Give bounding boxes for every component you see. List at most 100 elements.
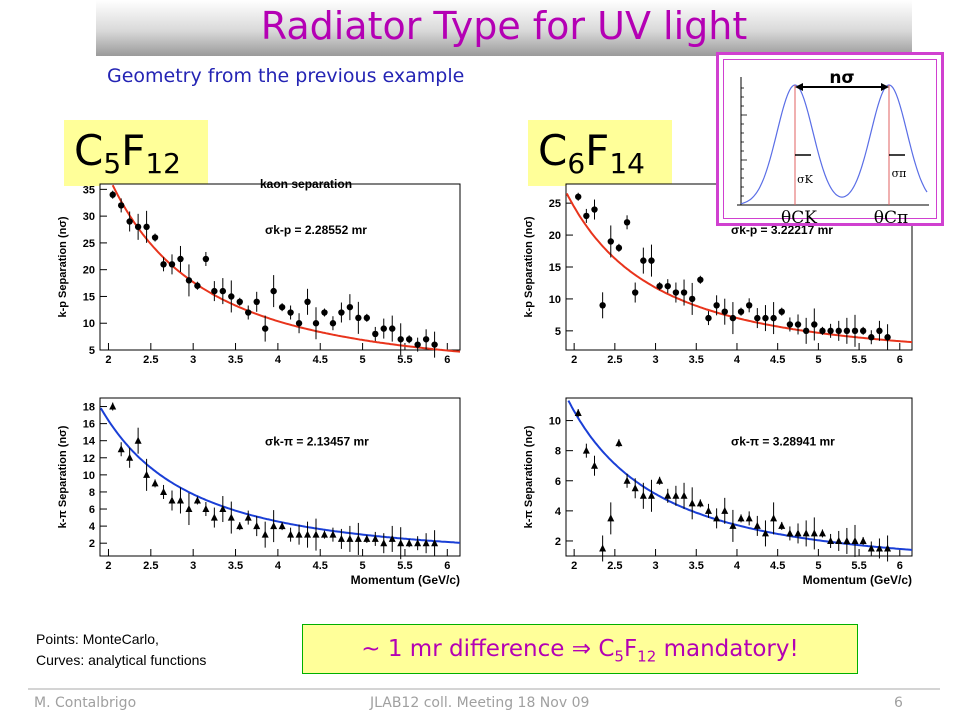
x-tick-label: 6 [444, 560, 450, 572]
data-point [278, 522, 286, 530]
x-axis-label: Momentum (GeV/c) [803, 573, 912, 587]
data-point [680, 289, 688, 296]
slide-subtitle: Geometry from the previous example [107, 65, 465, 87]
data-point [304, 530, 312, 538]
x-tick-label: 4 [275, 354, 282, 366]
data-point [729, 521, 737, 529]
inset-theta-k-label: θCK [781, 208, 817, 223]
data-point [786, 529, 794, 537]
formula-c6f14: C6F14 [528, 120, 672, 186]
x-tick-label: 4.5 [770, 354, 785, 366]
data-point [338, 309, 345, 316]
data-point [867, 544, 875, 552]
data-point [261, 325, 269, 332]
data-point [321, 309, 328, 316]
data-point [688, 499, 696, 507]
data-point [575, 193, 582, 200]
footer-meeting: JLAB12 coll. Meeting 18 Nov 09 [370, 695, 590, 711]
data-point [835, 536, 843, 544]
data-point [245, 309, 252, 316]
data-point [599, 302, 606, 309]
data-point [753, 521, 761, 529]
x-tick-label: 6 [897, 560, 903, 572]
data-point [884, 334, 891, 341]
chart-title: kaon separation [260, 177, 352, 191]
data-point [185, 505, 193, 513]
data-point [236, 298, 243, 306]
data-point [737, 308, 745, 315]
data-point [607, 514, 615, 522]
data-point [117, 202, 125, 209]
data-point [134, 436, 142, 444]
data-point [312, 530, 320, 538]
data-point [219, 287, 227, 295]
data-point [117, 445, 125, 453]
y-tick-label: 25 [549, 198, 561, 210]
inset-tick-marks [741, 87, 747, 206]
data-point [380, 539, 388, 547]
data-point [295, 530, 303, 538]
data-point [623, 219, 631, 226]
title-bar [96, 0, 912, 56]
cherenkov-ring-inset: nσ σK σπ θCK θCπ [716, 52, 944, 226]
data-point [818, 529, 826, 537]
data-point [210, 513, 218, 521]
data-point [244, 513, 252, 521]
data-point [278, 303, 286, 311]
y-axis-label: k-p Separation (nσ) [57, 216, 69, 317]
footer-divider [28, 688, 940, 690]
data-point [688, 295, 696, 303]
x-tick-label: 5.5 [851, 354, 866, 366]
x-tick-label: 2.5 [143, 560, 158, 572]
data-point [778, 521, 786, 529]
x-tick-label: 4 [734, 560, 741, 572]
footer-page-number: 6 [894, 695, 903, 711]
data-point [574, 409, 582, 417]
data-point [160, 487, 168, 495]
y-tick-label: 20 [549, 230, 561, 242]
x-tick-label: 5 [815, 560, 821, 572]
data-point [615, 244, 623, 252]
data-point [227, 513, 235, 521]
chart-c5f12-kpi: 2 2.5 3 3.5 4 4.5 5 5.5 6 2 4 6 8 10 12 14 16 18 k-π Separ… [30, 386, 470, 592]
data-point [253, 298, 260, 306]
data-point [389, 325, 396, 332]
y-tick-label: 16 [83, 419, 95, 431]
inset-arrowhead-left [795, 83, 803, 91]
data-point [599, 544, 607, 552]
data-point [639, 491, 647, 499]
fit-annotation: σk-π = 3.28941 mr [731, 434, 835, 448]
data-point [762, 314, 769, 322]
data-point [876, 327, 883, 335]
data-point [312, 320, 320, 327]
data-point [851, 327, 859, 335]
y-tick-label: 20 [83, 265, 95, 277]
x-tick-label: 3.5 [689, 354, 704, 366]
data-point [696, 499, 704, 507]
chart-c6f14-kpi: 2 2.5 3 3.5 4 4.5 5 5.5 6 2 4 6 8 10 k-π Separation (n… [496, 386, 922, 592]
data-point [859, 536, 867, 544]
y-tick-label: 10 [549, 416, 561, 428]
data-point [176, 496, 184, 504]
data-point [656, 282, 663, 290]
y-tick-label: 10 [549, 294, 561, 306]
plot-frame [99, 397, 461, 557]
data-point [664, 282, 671, 290]
chart-svg: kaon separation 2 2.5 3 3.5 4 4.5 5 5.5 6 5 10 15 20 2… [57, 177, 461, 366]
data-point [835, 327, 842, 335]
data-point [786, 321, 794, 328]
data-point [143, 223, 150, 231]
data-point [228, 293, 235, 300]
data-point [656, 476, 664, 484]
x-tick-label: 4.5 [313, 354, 328, 366]
y-tick-label: 14 [83, 436, 96, 448]
plot-frame [565, 397, 913, 557]
data-point [355, 314, 362, 322]
data-point [713, 302, 720, 309]
data-point [647, 491, 655, 499]
x-tick-label: 5.5 [397, 560, 412, 572]
data-point [721, 506, 729, 514]
data-point [640, 257, 647, 264]
data-point [794, 529, 802, 537]
x-tick-label: 5.5 [851, 560, 866, 572]
